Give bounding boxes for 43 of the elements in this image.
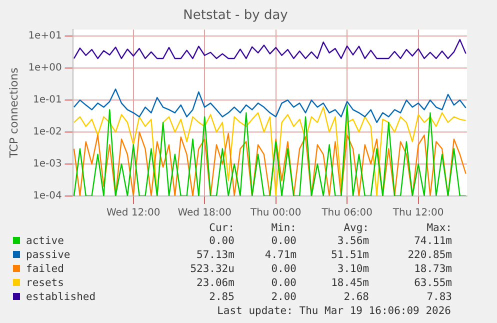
text: Cur: (208, 222, 234, 234)
y-tick-label: 1e+01 (28, 30, 62, 42)
chart-title: Netstat - by day (183, 8, 288, 24)
text: 63.55m (413, 276, 452, 290)
legend-label: passive (25, 248, 72, 262)
legend-label: established (25, 290, 97, 304)
text: 523.32u (189, 262, 234, 276)
text: 0.00 (208, 234, 234, 248)
y-tick-label: 1e-02 (32, 126, 62, 138)
text: Min: (270, 222, 297, 234)
text: 4.71m (264, 248, 297, 262)
text: 7.83 (426, 290, 452, 304)
text: 0.00 (270, 276, 297, 290)
legend-label: active (25, 234, 65, 248)
text: Last update: Thu Mar 19 16:06:09 2026 (216, 304, 452, 318)
legend-label: resets (25, 276, 65, 290)
text: 2.00 (270, 290, 297, 304)
text: 3.56m (336, 234, 370, 248)
x-tick-label: Wed 18:00 (178, 208, 232, 219)
text: 51.51m (330, 248, 370, 262)
y-tick-label: 1e+00 (28, 62, 62, 74)
text: 3.10m (336, 262, 370, 276)
x-tick-label: Thu 00:00 (249, 208, 302, 219)
text: 74.11m (413, 234, 452, 248)
text: Max: (426, 222, 452, 234)
text: 18.73m (413, 262, 452, 276)
text: Avg: (342, 222, 370, 234)
y-tick-label: 1e-03 (32, 158, 62, 170)
x-tick-label: Wed 12:00 (106, 208, 160, 219)
y-tick-label: 1e-01 (32, 94, 62, 106)
text: 18.45m (330, 276, 370, 290)
x-tick-label: Thu 06:00 (320, 208, 372, 219)
x-tick-label: Thu 12:00 (392, 208, 444, 219)
text: 57.13m (196, 248, 234, 262)
y-axis-title: TCP connections (7, 67, 20, 159)
text: 220.85m (406, 248, 452, 262)
text: 23.06m (196, 276, 234, 290)
y-tick-label: 1e-04 (32, 190, 62, 202)
legend-label: failed (25, 262, 65, 276)
text: 2.68 (342, 290, 370, 304)
text: 0.00 (270, 262, 297, 276)
text: 2.85 (208, 290, 234, 304)
text: 0.00 (270, 234, 297, 248)
